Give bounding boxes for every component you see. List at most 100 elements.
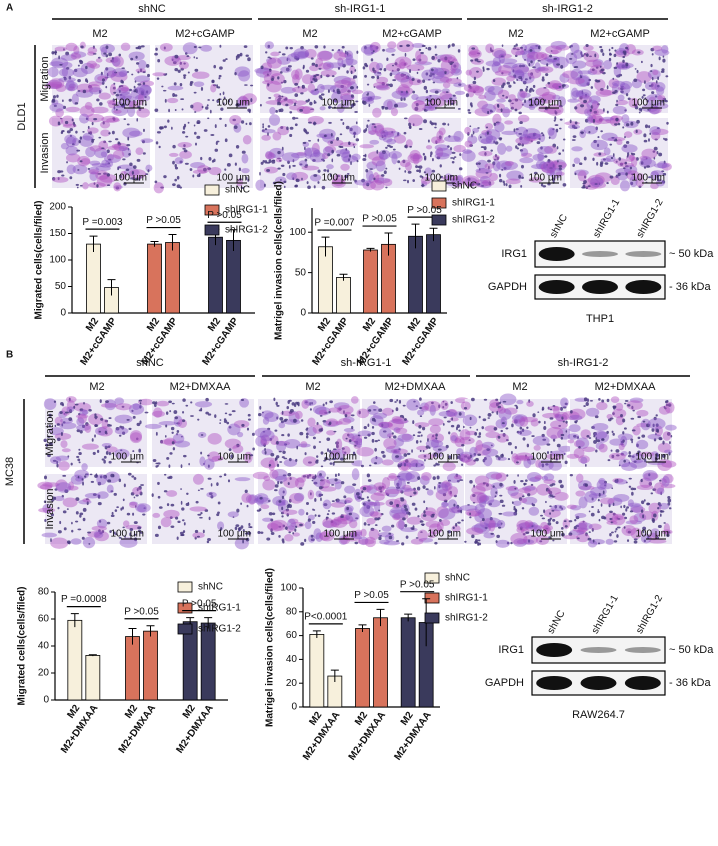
cell <box>312 509 314 511</box>
cell <box>185 136 188 138</box>
cell <box>143 129 145 132</box>
cell <box>141 45 145 47</box>
cell <box>248 414 251 417</box>
cell <box>388 151 402 159</box>
cell <box>265 51 267 53</box>
cell <box>464 127 471 134</box>
cell <box>430 151 432 155</box>
cell <box>294 93 298 97</box>
cell <box>416 54 428 64</box>
cell <box>88 168 90 170</box>
cell <box>625 44 636 54</box>
cell <box>315 64 318 67</box>
cell <box>271 78 274 81</box>
cell <box>275 96 288 103</box>
cell <box>603 60 612 70</box>
cell <box>219 75 222 77</box>
cell <box>242 154 249 164</box>
cell <box>327 477 329 479</box>
condition-label: M2 <box>89 381 104 393</box>
cell <box>129 162 132 166</box>
cell <box>579 129 586 138</box>
cell <box>305 428 307 430</box>
cell <box>135 47 138 49</box>
legend-swatch <box>432 181 446 191</box>
cell <box>613 153 615 157</box>
cell <box>463 414 477 426</box>
cell <box>612 409 626 419</box>
panel-label: A <box>6 3 13 14</box>
cell <box>502 505 505 507</box>
cell <box>167 119 169 122</box>
cell <box>310 81 312 83</box>
cell <box>174 94 177 97</box>
cell <box>255 428 272 438</box>
cell <box>113 474 115 477</box>
cell <box>599 483 612 489</box>
cell <box>648 418 666 430</box>
cell <box>91 481 94 483</box>
blot-band <box>581 647 617 653</box>
cell <box>314 498 316 502</box>
condition-label: M2 <box>512 381 527 393</box>
cell <box>90 145 102 151</box>
micrograph: 100 μm <box>462 114 567 188</box>
cell <box>77 187 79 189</box>
cell <box>92 526 107 531</box>
cell <box>122 128 140 138</box>
cell <box>435 91 439 94</box>
cell <box>282 411 284 415</box>
cell <box>634 541 638 544</box>
cell <box>576 474 583 483</box>
cell <box>59 521 61 524</box>
cell <box>118 141 121 144</box>
cell <box>559 128 562 130</box>
cell <box>386 139 396 145</box>
cell <box>275 110 278 113</box>
cell <box>396 399 398 401</box>
cell <box>197 514 201 516</box>
y-tick-label: 80 <box>286 606 298 617</box>
cell <box>167 98 178 103</box>
cell <box>518 488 531 493</box>
cell <box>622 431 624 434</box>
cell <box>638 437 641 439</box>
cell <box>345 512 359 522</box>
cell <box>265 128 267 130</box>
condition-label: M2 <box>92 28 107 40</box>
cell <box>328 122 332 124</box>
cell <box>356 138 359 141</box>
cell <box>100 399 102 403</box>
cell <box>592 423 608 431</box>
cell <box>172 183 176 186</box>
cell <box>437 483 449 494</box>
cell <box>649 133 651 135</box>
cell <box>516 79 518 81</box>
cell <box>569 520 573 522</box>
cell <box>336 421 343 425</box>
cell <box>458 430 460 432</box>
cell <box>487 500 500 508</box>
cell <box>326 164 334 169</box>
cell <box>269 464 271 467</box>
cell <box>516 400 523 404</box>
lane-label: shNC <box>548 213 570 240</box>
cell <box>555 124 559 126</box>
micrograph: 100 μm <box>255 396 367 471</box>
cell <box>66 107 80 112</box>
cell <box>62 475 66 477</box>
cell <box>584 157 587 161</box>
cell <box>337 405 354 415</box>
cell <box>544 155 547 157</box>
cell <box>547 82 550 85</box>
cell <box>415 422 430 427</box>
cell <box>549 494 553 496</box>
cell <box>87 127 99 133</box>
cell <box>126 419 129 421</box>
cell <box>457 522 461 524</box>
cell <box>532 89 534 92</box>
legend-swatch <box>425 613 439 623</box>
cell <box>214 414 216 418</box>
cell <box>274 489 278 491</box>
cell <box>169 476 173 479</box>
